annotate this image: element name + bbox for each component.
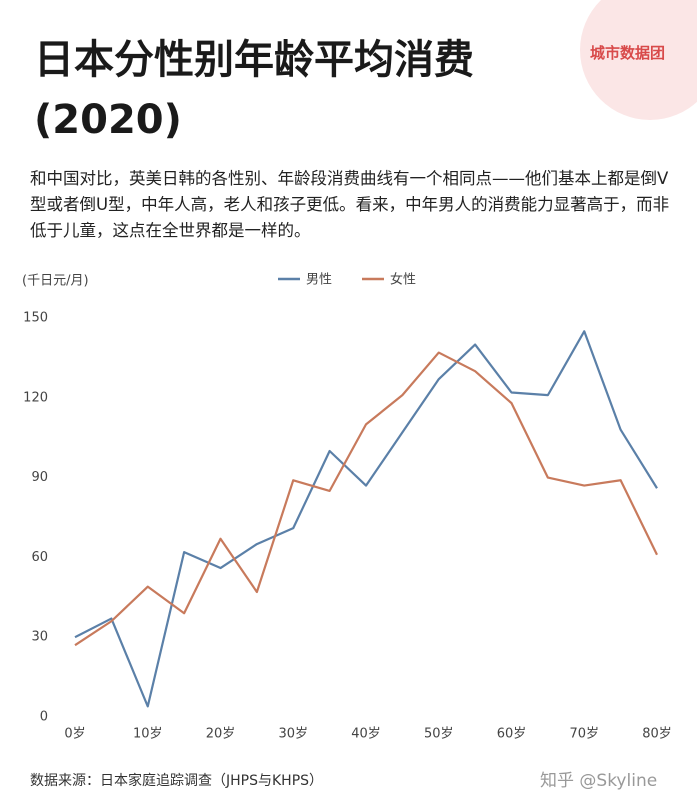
source: 数据来源：日本家庭追踪调查（JHPS与KHPS） — [30, 773, 324, 789]
y-tick-label: 90 — [31, 470, 48, 485]
y-tick-label: 150 — [23, 311, 48, 326]
x-tick-label: 20岁 — [206, 727, 236, 742]
y-axis-label: (千日元/月) — [22, 274, 89, 289]
data-line — [74, 330, 658, 708]
y-tick-label: 60 — [31, 550, 48, 565]
x-tick-label: 30岁 — [278, 727, 308, 742]
y-tick-label: 30 — [31, 630, 48, 645]
badge: 城市数据团 — [590, 44, 666, 62]
legend-label: 男性 — [306, 273, 332, 288]
watermark: 知乎 @Skyline — [540, 771, 658, 791]
x-tick-label: 80岁 — [642, 727, 672, 742]
title: 日本分性别年龄平均消费 (2020) — [34, 37, 474, 143]
data-line — [74, 351, 658, 647]
x-tick-label: 0岁 — [64, 727, 85, 742]
legend-label: 女性 — [390, 272, 416, 288]
x-tick-label: 70岁 — [569, 727, 599, 742]
description: 和中国对比，英美日韩的各性别、年龄段消费曲线有一个相同点——他们基本上都是倒V型… — [30, 169, 670, 240]
x-tick-label: 60岁 — [497, 727, 527, 742]
x-tick-label: 10岁 — [133, 727, 163, 742]
x-tick-label: 50岁 — [424, 727, 454, 742]
y-tick-label: 0 — [40, 710, 48, 725]
x-tick-label: 40岁 — [351, 727, 381, 742]
y-tick-label: 120 — [23, 390, 48, 405]
